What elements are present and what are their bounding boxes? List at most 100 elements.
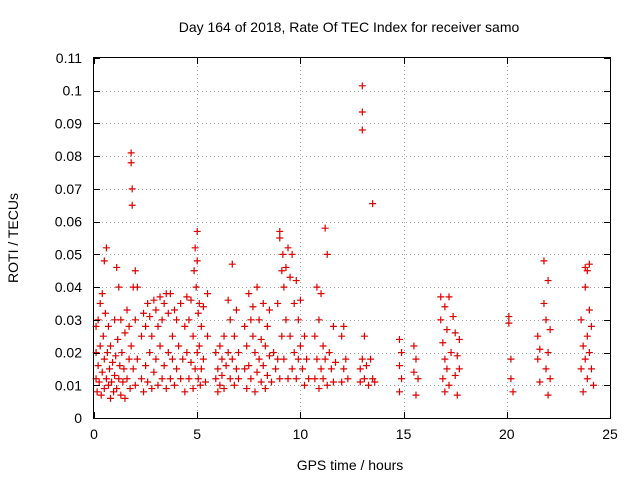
data-point xyxy=(319,342,327,350)
data-points xyxy=(92,82,597,402)
data-point xyxy=(98,290,106,298)
data-point xyxy=(286,273,294,281)
data-point xyxy=(190,267,198,275)
data-point xyxy=(315,385,323,393)
data-point xyxy=(395,388,403,396)
data-point xyxy=(214,365,222,373)
data-point xyxy=(445,293,453,301)
data-point xyxy=(158,316,166,324)
data-point xyxy=(439,375,447,383)
data-point xyxy=(542,365,550,373)
data-point xyxy=(216,381,224,389)
data-point xyxy=(294,316,302,324)
data-point xyxy=(195,342,203,350)
data-point xyxy=(294,355,302,363)
data-point xyxy=(261,385,269,393)
data-point xyxy=(581,355,589,363)
data-point xyxy=(133,355,141,363)
data-point xyxy=(296,342,304,350)
data-point xyxy=(189,332,197,340)
data-point xyxy=(505,319,513,327)
data-point xyxy=(441,388,449,396)
data-point xyxy=(93,388,101,396)
data-point xyxy=(329,322,337,330)
data-point xyxy=(317,290,325,298)
data-point xyxy=(193,349,201,357)
data-point xyxy=(105,365,113,373)
data-point xyxy=(111,371,119,379)
data-point xyxy=(195,299,203,307)
data-point xyxy=(296,296,304,304)
data-point xyxy=(358,126,366,134)
data-point xyxy=(261,342,269,350)
data-point xyxy=(412,355,420,363)
data-point xyxy=(97,391,105,399)
y-tick-label: 0.02 xyxy=(55,345,82,361)
data-point xyxy=(251,388,259,396)
data-point xyxy=(395,362,403,370)
data-point xyxy=(94,316,102,324)
data-point xyxy=(243,342,251,350)
data-point xyxy=(204,290,212,298)
data-point xyxy=(164,309,172,317)
data-point xyxy=(284,244,292,252)
data-point xyxy=(152,306,160,314)
data-point xyxy=(113,385,121,393)
data-point xyxy=(137,332,145,340)
data-point xyxy=(247,316,255,324)
data-point xyxy=(144,299,152,307)
axis-ticks xyxy=(94,58,611,419)
data-point xyxy=(439,339,447,347)
data-point xyxy=(194,375,202,383)
data-point xyxy=(127,149,135,157)
data-point xyxy=(245,362,253,370)
data-point xyxy=(453,391,461,399)
data-point xyxy=(340,365,348,373)
data-point xyxy=(166,290,174,298)
data-point xyxy=(455,335,463,343)
data-point xyxy=(540,299,548,307)
data-point xyxy=(111,316,119,324)
data-point xyxy=(148,332,156,340)
data-point xyxy=(183,293,191,301)
y-tick-label: 0.03 xyxy=(55,312,82,328)
data-point xyxy=(505,313,513,321)
data-point xyxy=(125,355,133,363)
data-point xyxy=(443,365,451,373)
data-point xyxy=(193,257,201,265)
data-point xyxy=(197,322,205,330)
y-tick-label: 0.11 xyxy=(56,50,82,66)
data-point xyxy=(129,365,137,373)
data-point xyxy=(110,388,118,396)
data-point xyxy=(247,375,255,383)
data-point xyxy=(317,365,325,373)
data-point xyxy=(127,159,135,167)
data-point xyxy=(278,267,286,275)
data-point xyxy=(410,368,418,376)
data-point xyxy=(175,342,183,350)
data-point xyxy=(185,375,193,383)
data-point xyxy=(133,283,141,291)
data-point xyxy=(128,185,136,193)
data-point xyxy=(544,277,552,285)
data-point xyxy=(127,342,135,350)
data-point xyxy=(216,342,224,350)
data-point xyxy=(288,365,296,373)
data-point xyxy=(154,322,162,330)
data-point xyxy=(329,378,337,386)
data-point xyxy=(315,316,323,324)
data-point xyxy=(255,355,263,363)
data-point xyxy=(280,283,288,291)
data-point xyxy=(212,375,220,383)
data-point xyxy=(356,365,364,373)
data-point xyxy=(222,362,230,370)
data-point xyxy=(245,290,253,298)
data-point xyxy=(108,378,116,386)
data-point xyxy=(181,388,189,396)
data-point xyxy=(249,332,257,340)
data-point xyxy=(265,352,273,360)
data-point xyxy=(286,332,294,340)
grid-lines xyxy=(94,58,610,418)
data-point xyxy=(323,381,331,389)
data-point xyxy=(546,326,554,334)
